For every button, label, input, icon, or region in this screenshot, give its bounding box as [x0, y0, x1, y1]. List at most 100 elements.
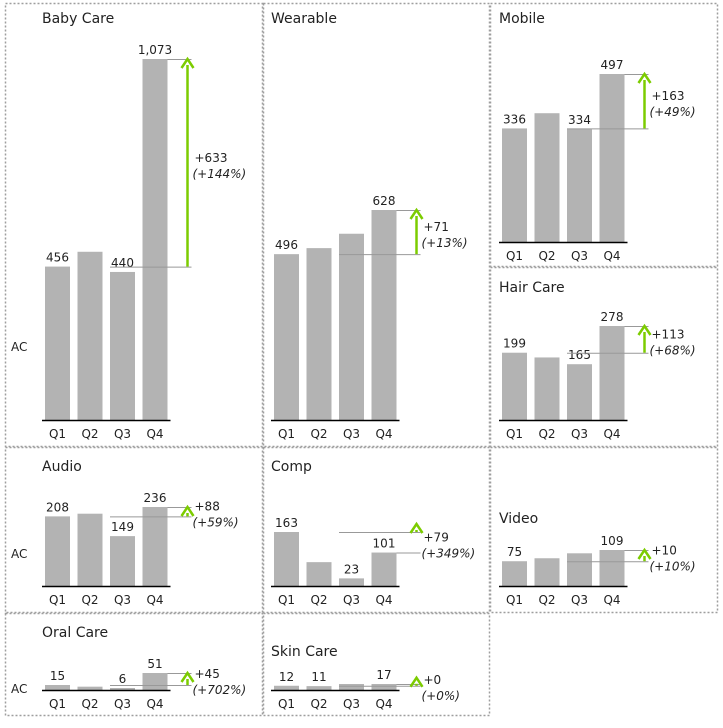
data-label: 440	[111, 256, 134, 270]
tick-label: Q4	[603, 593, 620, 607]
chart-panel-9: Skin Care Q1 12 Q2 11 Q3 Q4 17 +0 (+0%)	[271, 644, 460, 711]
tick-label: Q4	[146, 427, 163, 441]
panel-frame-5	[4, 446, 264, 614]
delta-arrow-head	[409, 207, 424, 220]
chart-panel-3: Mobile Q1 336 Q2 Q3 334 Q4 497 +163 (+49%)	[499, 11, 696, 263]
tick-label: Q4	[375, 697, 392, 711]
delta-value: +71	[424, 220, 449, 234]
panel-frame-3	[489, 2, 719, 268]
tick-label: Q4	[603, 427, 620, 441]
tick-label: Q2	[310, 697, 327, 711]
delta-arrow-head	[409, 521, 424, 534]
data-label: 11	[311, 670, 326, 684]
chart-title-mobile: Mobile	[499, 11, 545, 27]
chart-title-baby-care: Baby Care	[42, 11, 114, 27]
data-label: 456	[46, 251, 69, 265]
delta-percent: (+49%)	[650, 105, 696, 119]
bar-comp-q3	[339, 578, 364, 586]
tick-label: Q2	[81, 427, 98, 441]
tick-label: Q2	[310, 427, 327, 441]
data-label: 628	[373, 194, 396, 208]
bar-audio-q3	[110, 536, 135, 586]
tick-label: Q4	[146, 593, 163, 607]
chart-title-audio: Audio	[42, 459, 82, 475]
chart-panel-7: Video Q1 75 Q2 Q3 Q4 109 +10 (+10%)	[499, 511, 696, 607]
panel-frame-2	[262, 2, 491, 448]
panel-frame-1	[4, 2, 264, 448]
tick-label: Q3	[571, 249, 588, 263]
bar-skin-care-q2	[306, 686, 332, 690]
row-label-ac: AC	[11, 340, 27, 354]
data-label: 101	[373, 537, 396, 551]
delta-value: +45	[195, 667, 220, 681]
tick-label: Q3	[114, 697, 131, 711]
tick-label: Q1	[278, 697, 295, 711]
bar-hair-care-q2	[534, 357, 560, 420]
chart-panel-2: Wearable Q1 496 Q2 Q3 Q4 628 +71 (+13%)	[271, 11, 468, 441]
chart-panel-6: Comp Q1 163 Q2 Q3 23 Q4 101 +79 (+349%)	[271, 459, 475, 607]
delta-percent: (+349%)	[422, 546, 476, 560]
row-label-ac: AC	[11, 682, 27, 696]
tick-label: Q4	[375, 427, 392, 441]
delta-value: +88	[195, 500, 220, 514]
delta-percent: (+702%)	[193, 683, 247, 697]
delta-percent: (+144%)	[193, 167, 247, 181]
bar-audio-q1	[45, 516, 70, 586]
data-label: 208	[46, 500, 69, 514]
delta-arrow-head	[637, 71, 652, 84]
tick-label: Q1	[278, 593, 295, 607]
tick-label: Q1	[506, 427, 523, 441]
delta-arrow-head	[637, 547, 652, 560]
bar-hair-care-q3	[567, 364, 592, 420]
bar-baby-care-q4	[142, 59, 168, 420]
bar-hair-care-q4	[599, 326, 625, 420]
tick-label: Q4	[603, 249, 620, 263]
tick-label: Q2	[81, 593, 98, 607]
bar-baby-care-q3	[110, 271, 135, 420]
bar-mobile-q1	[502, 128, 527, 242]
tick-label: Q2	[538, 427, 555, 441]
data-label: 278	[601, 310, 624, 324]
delta-arrow-head	[409, 675, 424, 688]
bar-oral-care-q3	[110, 688, 135, 690]
data-label: 12	[279, 670, 294, 684]
delta-arrow-head	[637, 323, 652, 336]
tick-label: Q1	[506, 249, 523, 263]
bar-oral-care-q4	[142, 673, 168, 690]
bar-video-q1	[502, 561, 527, 586]
chart-title-comp: Comp	[271, 459, 312, 475]
bar-skin-care-q4	[371, 684, 397, 690]
data-label: 17	[376, 668, 391, 682]
tick-label: Q3	[343, 697, 360, 711]
bar-wearable-q2	[306, 248, 332, 420]
bar-skin-care-q1	[274, 685, 299, 690]
delta-arrow-head	[180, 670, 195, 683]
tick-label: Q1	[278, 427, 295, 441]
data-label: 497	[601, 58, 624, 72]
chart-title-wearable: Wearable	[271, 11, 337, 27]
data-label: 236	[144, 491, 167, 505]
data-label: 15	[50, 669, 65, 683]
bar-mobile-q3	[567, 129, 592, 242]
bar-audio-q4	[142, 507, 168, 586]
tick-label: Q1	[49, 427, 66, 441]
delta-percent: (+10%)	[650, 560, 696, 574]
bar-wearable-q1	[274, 254, 299, 420]
data-label: 51	[147, 657, 162, 671]
bar-oral-care-q1	[45, 685, 70, 690]
bar-audio-q2	[77, 513, 103, 586]
tick-label: Q3	[571, 427, 588, 441]
data-label: 163	[275, 516, 298, 530]
tick-label: Q4	[146, 697, 163, 711]
bar-baby-care-q2	[77, 251, 103, 420]
chart-panel-4: Hair Care Q1 199 Q2 Q3 165 Q4 278 +113 (+68%)	[499, 280, 696, 441]
data-label: 23	[344, 562, 359, 576]
bar-oral-care-q2	[77, 686, 103, 690]
tick-label: Q3	[114, 427, 131, 441]
data-label: 75	[507, 545, 522, 559]
bar-comp-q2	[306, 562, 332, 586]
tick-label: Q2	[538, 593, 555, 607]
bar-video-q4	[599, 550, 625, 586]
tick-label: Q2	[310, 593, 327, 607]
